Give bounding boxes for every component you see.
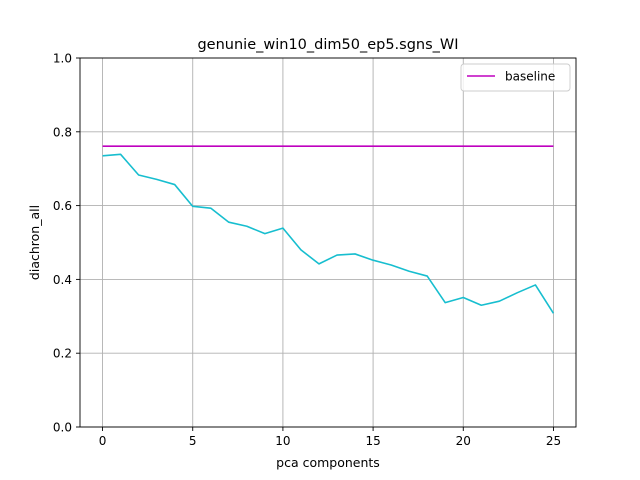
x-axis-label: pca components: [276, 455, 380, 470]
x-tick-label: 20: [456, 434, 471, 448]
y-tick-label: 0.8: [53, 125, 72, 139]
y-tick-label: 1.0: [53, 52, 72, 66]
chart-title: genunie_win10_dim50_ep5.sgns_WI: [197, 37, 458, 53]
y-tick-label: 0.0: [53, 421, 72, 435]
y-tick-label: 0.2: [53, 347, 72, 361]
legend: baseline: [460, 63, 571, 92]
x-tick-label: 10: [275, 434, 290, 448]
x-tick-label: 0: [99, 434, 107, 448]
y-tick-label: 0.4: [53, 273, 72, 287]
x-tick-label: 5: [189, 434, 197, 448]
y-tick-label: 0.6: [53, 199, 72, 213]
ticks: 0 5 10 15 20 25 0.0 0.2 0.4 0.6 0.8 1.0: [53, 52, 561, 449]
plot-frame: [79, 57, 577, 428]
y-axis-label: diachron_all: [27, 205, 42, 280]
x-tick-label: 25: [546, 434, 561, 448]
legend-box: [460, 63, 571, 92]
grid: [80, 57, 576, 428]
legend-label-baseline: baseline: [505, 70, 555, 84]
series-lines: [102, 145, 555, 314]
x-tick-label: 15: [365, 434, 380, 448]
series-line-0: [102, 153, 555, 314]
